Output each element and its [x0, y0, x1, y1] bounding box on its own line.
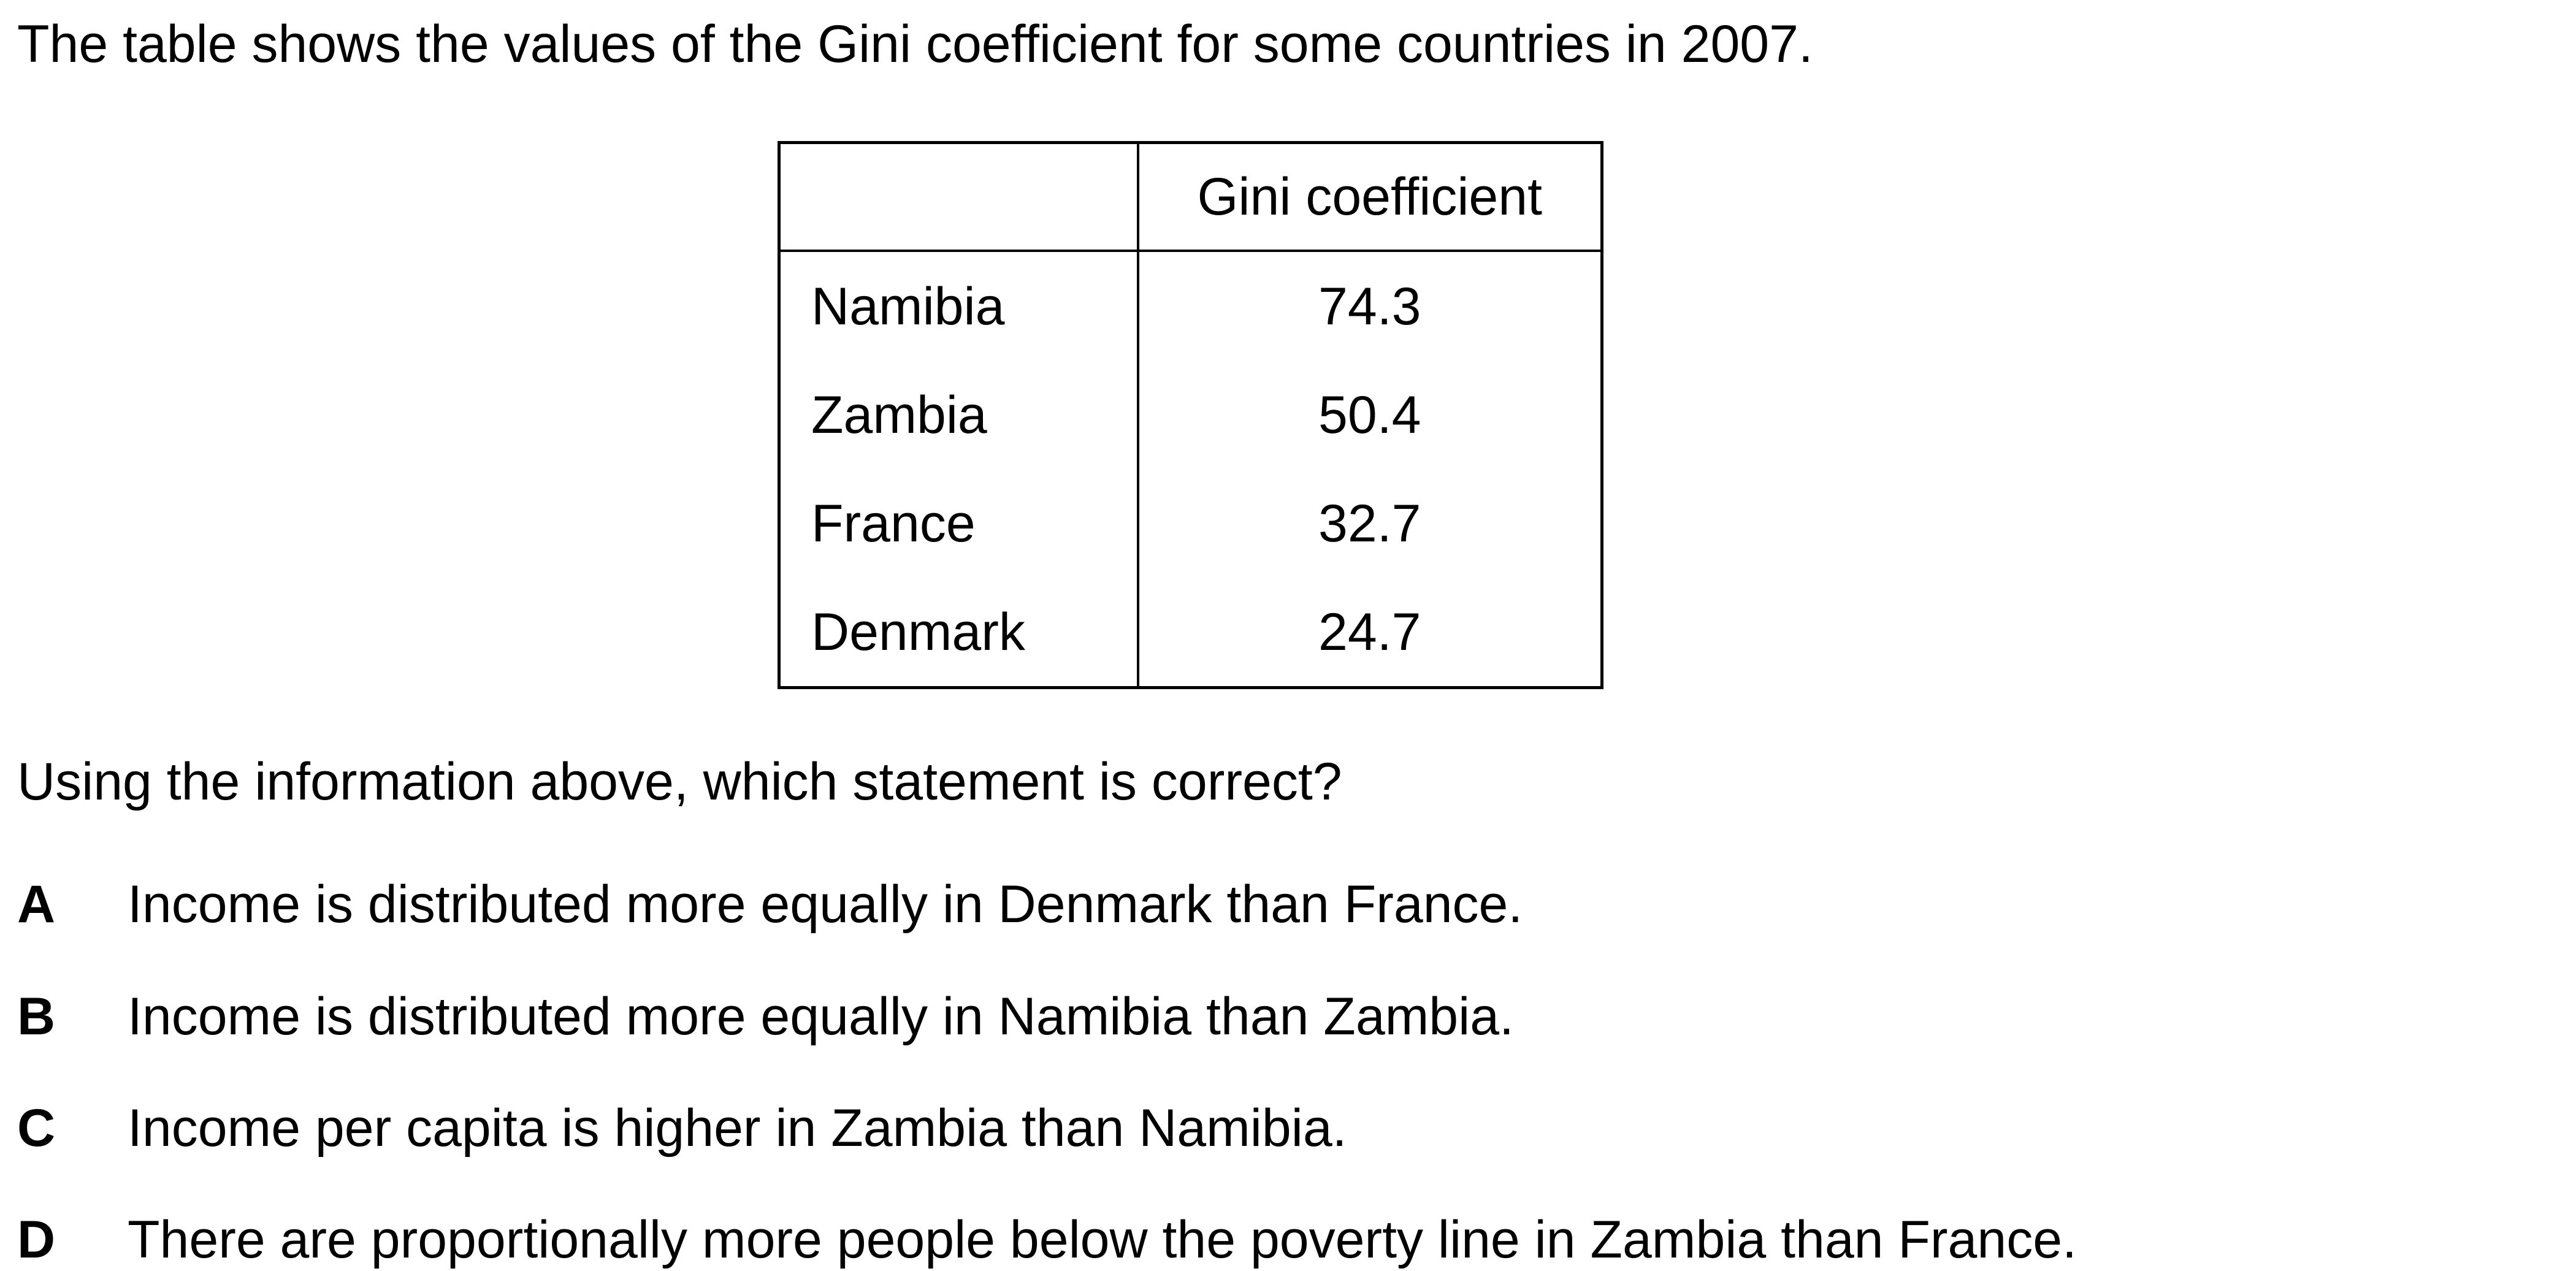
gini-value-cell: 24.7: [1318, 602, 1421, 662]
option-letter: A: [17, 875, 56, 934]
option-text: Income is distributed more equally in Na…: [128, 987, 1514, 1046]
table-row: Denmark 24.7: [779, 578, 1602, 688]
option-text: There are proportionally more people bel…: [128, 1210, 2077, 1269]
option-c[interactable]: C Income per capita is higher in Zambia t…: [17, 1097, 1347, 1159]
country-cell: Denmark: [779, 578, 1139, 688]
option-text: Income per capita is higher in Zambia th…: [128, 1099, 1347, 1158]
option-letter: C: [17, 1099, 56, 1158]
gini-value-cell: 74.3: [1318, 277, 1421, 336]
table-row: Zambia 50.4: [779, 361, 1602, 469]
option-d[interactable]: D There are proportionally more people be…: [17, 1209, 2077, 1270]
option-a[interactable]: A Income is distributed more equally in D…: [17, 874, 1523, 935]
gini-value-cell: 32.7: [1318, 494, 1421, 553]
option-letter: B: [17, 987, 56, 1046]
table-header-row: Gini coefficient: [779, 142, 1602, 252]
table-row: France 32.7: [779, 469, 1602, 578]
gini-table: Gini coefficient Namibia 74.3 Zambia 50.…: [778, 141, 1603, 689]
option-letter: D: [17, 1210, 56, 1269]
header-gini-cell: Gini coefficient: [1137, 142, 1602, 252]
table-row: Namibia 74.3: [779, 251, 1602, 361]
gini-value-cell: 50.4: [1318, 385, 1421, 445]
question-text: Using the information above, which state…: [17, 752, 1342, 811]
country-cell: Zambia: [779, 361, 1139, 469]
option-b[interactable]: B Income is distributed more equally in N…: [17, 986, 1514, 1047]
country-cell: Namibia: [779, 251, 1139, 361]
country-cell: France: [779, 469, 1139, 578]
header-country-cell: [779, 142, 1139, 252]
option-text: Income is distributed more equally in De…: [128, 875, 1523, 934]
intro-text: The table shows the values of the Gini c…: [17, 15, 1813, 74]
